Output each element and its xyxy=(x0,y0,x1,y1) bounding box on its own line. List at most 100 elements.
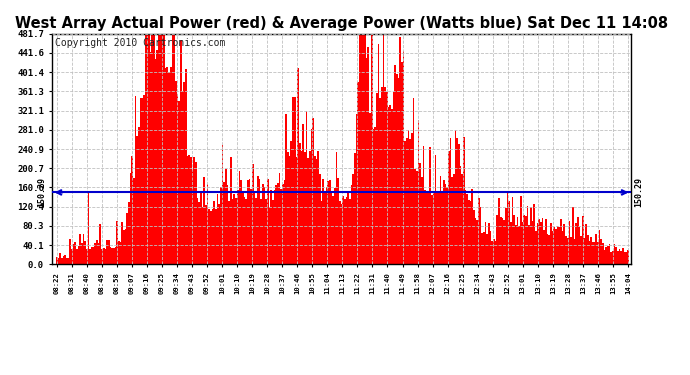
Bar xyxy=(334,188,336,264)
Bar xyxy=(268,207,270,264)
Bar xyxy=(406,138,408,264)
Bar xyxy=(289,156,290,264)
Bar xyxy=(533,204,535,264)
Bar xyxy=(108,240,110,264)
Bar xyxy=(306,111,307,264)
Bar xyxy=(416,171,417,264)
Bar xyxy=(517,217,518,264)
Bar xyxy=(252,164,254,264)
Bar xyxy=(299,143,301,264)
Bar xyxy=(471,189,473,264)
Bar xyxy=(396,74,397,264)
Bar xyxy=(532,220,533,264)
Bar xyxy=(212,210,213,264)
Bar xyxy=(157,50,158,264)
Bar xyxy=(520,196,522,264)
Bar xyxy=(359,34,361,264)
Bar xyxy=(259,178,260,264)
Bar xyxy=(440,176,441,264)
Bar xyxy=(386,93,388,264)
Bar xyxy=(138,127,139,264)
Bar xyxy=(569,221,570,264)
Bar xyxy=(509,201,510,264)
Bar xyxy=(166,67,168,264)
Bar xyxy=(131,156,133,264)
Bar xyxy=(304,152,306,264)
Bar xyxy=(270,190,272,264)
Bar xyxy=(317,150,319,264)
Bar xyxy=(573,239,575,264)
Bar xyxy=(266,199,267,264)
Bar xyxy=(615,247,617,264)
Bar xyxy=(446,187,448,264)
Bar xyxy=(78,246,79,264)
Bar xyxy=(148,34,150,264)
Bar xyxy=(451,177,453,264)
Bar xyxy=(600,239,602,264)
Bar xyxy=(535,231,537,264)
Bar xyxy=(287,152,289,264)
Bar xyxy=(76,249,78,264)
Bar xyxy=(286,114,287,264)
Bar xyxy=(403,51,404,264)
Bar xyxy=(186,156,188,264)
Bar xyxy=(429,147,431,264)
Bar xyxy=(450,138,451,264)
Bar xyxy=(473,210,475,264)
Bar xyxy=(397,78,400,264)
Bar xyxy=(580,237,582,264)
Bar xyxy=(239,171,240,264)
Bar xyxy=(498,198,500,264)
Bar xyxy=(542,218,544,264)
Bar xyxy=(267,180,268,264)
Bar xyxy=(185,69,186,264)
Bar xyxy=(373,129,374,264)
Bar xyxy=(280,189,282,264)
Bar xyxy=(279,173,280,264)
Bar xyxy=(602,243,604,264)
Bar xyxy=(151,34,153,264)
Text: 150.29: 150.29 xyxy=(37,177,46,207)
Bar xyxy=(224,182,225,264)
Bar xyxy=(599,230,600,264)
Bar xyxy=(613,244,615,264)
Bar xyxy=(511,197,513,264)
Bar xyxy=(444,184,446,264)
Bar xyxy=(342,196,344,264)
Bar xyxy=(558,227,560,264)
Bar xyxy=(170,67,172,264)
Bar xyxy=(381,87,383,264)
Bar xyxy=(324,191,326,264)
Bar xyxy=(71,249,72,264)
Bar xyxy=(242,193,244,264)
Text: Copyright 2010 Cartronics.com: Copyright 2010 Cartronics.com xyxy=(55,38,225,48)
Bar xyxy=(428,191,429,264)
Bar xyxy=(577,217,579,264)
Bar xyxy=(353,174,354,264)
Bar xyxy=(356,114,357,264)
Bar xyxy=(589,241,591,264)
Bar xyxy=(137,136,138,264)
Bar xyxy=(529,225,530,264)
Bar xyxy=(382,34,384,264)
Bar xyxy=(98,243,99,264)
Bar xyxy=(240,180,242,264)
Bar xyxy=(115,247,116,264)
Bar xyxy=(118,241,119,264)
Bar xyxy=(560,219,562,264)
Bar xyxy=(260,199,262,264)
Bar xyxy=(362,34,364,264)
Bar xyxy=(57,258,59,264)
Bar xyxy=(215,209,217,264)
Bar xyxy=(540,222,542,264)
Bar xyxy=(553,226,555,264)
Bar xyxy=(88,192,90,264)
Bar xyxy=(627,250,629,264)
Bar xyxy=(488,223,490,264)
Bar xyxy=(175,81,177,264)
Bar xyxy=(475,218,476,264)
Bar xyxy=(128,202,130,264)
Bar xyxy=(448,151,450,264)
Bar xyxy=(525,216,526,264)
Bar xyxy=(257,176,259,264)
